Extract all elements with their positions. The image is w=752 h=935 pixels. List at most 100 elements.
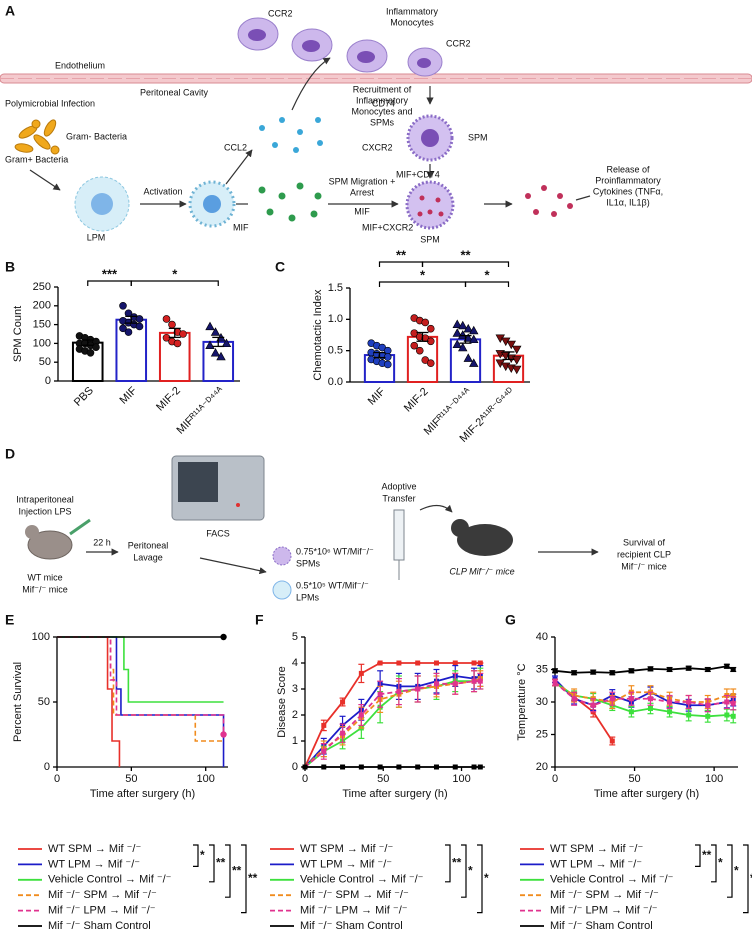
data-point bbox=[609, 696, 615, 702]
data-point bbox=[377, 660, 383, 666]
label: SPM bbox=[468, 132, 488, 142]
label: CLP Mif⁻/⁻ mice bbox=[449, 566, 514, 576]
data-point bbox=[647, 696, 653, 702]
data-point bbox=[667, 699, 673, 705]
y-axis-title: Chemotactic Index bbox=[312, 289, 324, 381]
significance-bracket bbox=[209, 844, 215, 883]
label: CCL2 bbox=[224, 142, 247, 152]
data-point bbox=[321, 764, 327, 770]
significance-label: * bbox=[750, 871, 752, 885]
survival-line bbox=[57, 636, 224, 703]
label: FACS bbox=[206, 528, 230, 538]
significance-label: * bbox=[734, 863, 739, 877]
significance-bracket bbox=[695, 844, 701, 867]
data-point bbox=[730, 667, 736, 672]
label: Injection LPS bbox=[18, 506, 71, 516]
data-point bbox=[571, 696, 577, 702]
panel-label: G bbox=[505, 612, 516, 628]
label: LPM bbox=[87, 232, 106, 242]
data-point bbox=[590, 669, 596, 675]
x-tick-label: MIFᴿ¹¹ᴬ⁻ᴰ⁴⁴ᴬ bbox=[175, 385, 227, 437]
legend-label: Vehicle Control → Mif ⁻/⁻ bbox=[300, 874, 424, 886]
legend-label: WT SPM → Mif ⁻/⁻ bbox=[550, 843, 643, 855]
data-point bbox=[415, 660, 421, 666]
x-tick-label: 50 bbox=[628, 773, 640, 785]
legend-label: Mif ⁻/⁻ LPM → Mif ⁻/⁻ bbox=[300, 905, 408, 917]
data-point bbox=[173, 339, 182, 348]
survival-line bbox=[57, 636, 224, 742]
x-tick-label: 50 bbox=[125, 773, 137, 785]
data-point bbox=[686, 699, 692, 705]
label: Survival of bbox=[623, 537, 666, 547]
label: Release of bbox=[606, 164, 650, 174]
bacteria bbox=[14, 119, 60, 155]
significance-bracket bbox=[378, 261, 424, 267]
endothelium-band bbox=[0, 73, 752, 84]
data-point bbox=[358, 670, 364, 676]
arrow bbox=[29, 169, 61, 191]
panel-d: D Intraperitoneal Injection LPS WT mice … bbox=[5, 446, 671, 603]
data-point bbox=[358, 712, 364, 718]
x-axis-title: Time after surgery (h) bbox=[594, 788, 699, 800]
data-point bbox=[667, 709, 673, 715]
panel-label: C bbox=[275, 259, 285, 275]
panel-label: D bbox=[5, 446, 15, 462]
y-tick-label: 100 bbox=[32, 631, 50, 643]
data-point bbox=[628, 668, 634, 674]
y-tick-label: 4 bbox=[292, 657, 298, 669]
data-point bbox=[552, 680, 558, 685]
data-point bbox=[452, 660, 458, 666]
data-point bbox=[512, 345, 522, 355]
significance-bracket bbox=[727, 844, 733, 898]
data-point bbox=[135, 322, 144, 331]
label: 0.75*10⁶ WT/Mif⁻/⁻ bbox=[296, 546, 374, 556]
series-line bbox=[304, 662, 481, 768]
data-point bbox=[469, 325, 479, 335]
label: Transfer bbox=[382, 493, 415, 503]
y-tick-label: 25 bbox=[536, 728, 548, 740]
y-tick-label: 150 bbox=[33, 319, 51, 331]
data-point bbox=[340, 699, 346, 705]
label: Peritoneal bbox=[128, 540, 169, 550]
data-point bbox=[205, 321, 215, 331]
data-point bbox=[609, 738, 615, 744]
x-axis-title: Time after surgery (h) bbox=[342, 788, 447, 800]
label: Adoptive bbox=[381, 481, 416, 491]
mouse bbox=[457, 524, 513, 556]
mouse-head bbox=[451, 519, 469, 537]
spm-granules bbox=[417, 195, 444, 217]
data-point bbox=[512, 365, 522, 375]
y-tick-label: 30 bbox=[536, 696, 548, 708]
y-tick-label: 0 bbox=[44, 761, 50, 773]
data-point bbox=[609, 670, 615, 676]
label: WT mice bbox=[27, 572, 62, 582]
data-point bbox=[221, 338, 232, 348]
significance-label: * bbox=[484, 267, 490, 282]
data-point bbox=[410, 341, 419, 350]
legend-label: Mif ⁻/⁻ SPM → Mif ⁻/⁻ bbox=[300, 889, 409, 901]
significance-bracket bbox=[421, 261, 510, 267]
y-tick-label: 250 bbox=[33, 281, 51, 293]
y-tick-label: 0 bbox=[45, 375, 51, 387]
y-tick-label: 1.5 bbox=[328, 282, 343, 294]
x-tick-label: MIF bbox=[366, 386, 388, 408]
censor-marker bbox=[220, 633, 227, 641]
label: Lavage bbox=[133, 552, 163, 562]
y-tick-label: 40 bbox=[536, 631, 548, 643]
x-tick-label: 0 bbox=[54, 773, 60, 785]
y-tick-label: 50 bbox=[39, 356, 51, 368]
significance-label: * bbox=[200, 848, 205, 862]
spm-cell bbox=[405, 180, 455, 230]
data-point bbox=[396, 764, 402, 770]
activated-nucleus bbox=[203, 195, 221, 213]
data-point bbox=[216, 351, 226, 361]
y-axis-title: Percent Survival bbox=[12, 662, 24, 742]
mif-dots bbox=[258, 182, 322, 222]
data-point bbox=[340, 764, 346, 770]
label: IL1α, IL1β) bbox=[606, 197, 649, 207]
label: Peritoneal Cavity bbox=[140, 87, 209, 97]
data-point bbox=[647, 706, 653, 711]
data-point bbox=[628, 709, 634, 715]
legend-label: Mif ⁻/⁻ SPM → Mif ⁻/⁻ bbox=[550, 889, 659, 901]
